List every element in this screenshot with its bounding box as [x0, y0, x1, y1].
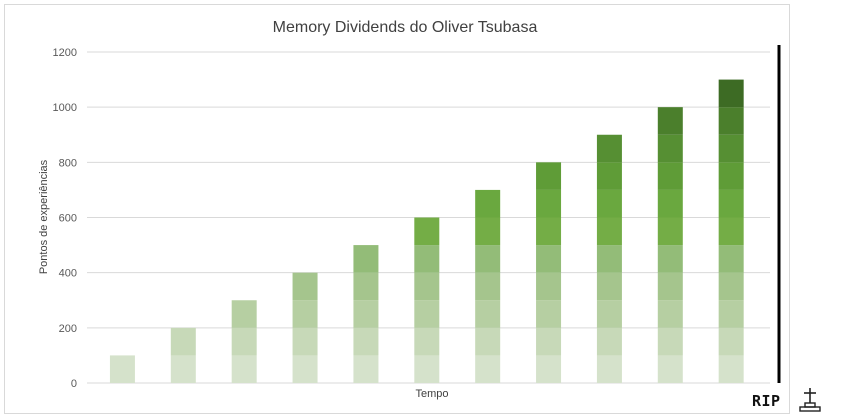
bar-segment — [657, 107, 683, 135]
bar-segment — [292, 327, 318, 356]
y-tick-label: 400 — [59, 268, 77, 280]
rip-label: RIP — [752, 392, 781, 410]
bar — [292, 272, 318, 383]
y-tick-label: 200 — [59, 323, 77, 335]
bar-segment — [596, 217, 622, 246]
bar-segment — [475, 327, 501, 356]
bar-segment — [353, 355, 379, 383]
bar-segment — [170, 327, 196, 356]
bar-segment — [718, 162, 744, 190]
bar-segment — [536, 300, 562, 328]
bar-segment — [414, 300, 440, 328]
bar-segment — [596, 355, 622, 383]
bar-segment — [657, 162, 683, 190]
bar — [170, 327, 196, 383]
bar-segment — [231, 327, 257, 356]
bar — [414, 217, 440, 383]
bar-segment — [657, 272, 683, 301]
bar-segment — [109, 355, 135, 383]
bar-segment — [353, 327, 379, 356]
bar — [109, 355, 135, 383]
bar-segment — [353, 245, 379, 273]
bar-segment — [596, 300, 622, 328]
bar-segment — [231, 300, 257, 328]
bar — [536, 162, 562, 383]
bar-segment — [718, 217, 744, 246]
bar-segment — [657, 189, 683, 218]
bar-segment — [596, 245, 622, 273]
y-axis-ticks: 0 200 400 600 800 1000 1200 — [53, 47, 77, 390]
bar-segment — [231, 355, 257, 383]
bar-segment — [596, 272, 622, 301]
bar-segment — [475, 217, 501, 246]
bar-segment — [414, 217, 440, 246]
bar-segment — [475, 189, 501, 218]
bar-segment — [718, 189, 744, 218]
bar-segment — [475, 355, 501, 383]
bar-segment — [353, 300, 379, 328]
bar-segment — [536, 327, 562, 356]
bar-segment — [657, 134, 683, 163]
bar-segment — [414, 245, 440, 273]
bar-segment — [414, 327, 440, 356]
bar-segment — [718, 300, 744, 328]
bar-segment — [414, 355, 440, 383]
bar-segment — [718, 355, 744, 383]
y-tick-label: 0 — [71, 378, 77, 390]
bar — [475, 189, 501, 383]
bar-segment — [657, 355, 683, 383]
bar-segment — [536, 245, 562, 273]
bar-segment — [657, 245, 683, 273]
bar-segment — [536, 162, 562, 190]
y-axis-label: Pontos de experiências — [38, 159, 50, 274]
chart-title: Memory Dividends do Oliver Tsubasa — [273, 19, 538, 36]
bar — [231, 300, 257, 383]
bar-segment — [292, 355, 318, 383]
bar-segment — [718, 272, 744, 301]
bar-segment — [170, 355, 196, 383]
bar-segment — [596, 189, 622, 218]
bar-segment — [475, 272, 501, 301]
bar-segment — [536, 217, 562, 246]
grave-icon — [799, 388, 821, 412]
bar-segment — [536, 189, 562, 218]
y-tick-label: 600 — [59, 213, 77, 225]
bar-segment — [475, 245, 501, 273]
bar-segment — [718, 245, 744, 273]
y-tick-label: 1000 — [53, 102, 77, 114]
bar — [596, 134, 622, 383]
bar — [657, 107, 683, 383]
bar-segment — [596, 327, 622, 356]
y-tick-label: 800 — [59, 157, 77, 169]
x-axis-label: Tempo — [415, 388, 448, 400]
bar-segment — [292, 272, 318, 301]
gridlines — [87, 51, 770, 384]
bar-segment — [657, 327, 683, 356]
bar-segment — [292, 300, 318, 328]
bar-segment — [657, 300, 683, 328]
bar-segment — [475, 300, 501, 328]
bar-segment — [536, 272, 562, 301]
bar-segment — [596, 162, 622, 190]
bar-segment — [718, 134, 744, 163]
bar-segment — [353, 272, 379, 301]
bar-segment — [657, 217, 683, 246]
y-tick-label: 1200 — [53, 47, 77, 59]
bars — [109, 79, 744, 383]
bar-segment — [718, 79, 744, 108]
bar-segment — [414, 272, 440, 301]
bar-segment — [718, 107, 744, 135]
bar-segment — [718, 327, 744, 356]
bar — [718, 79, 744, 383]
bar — [353, 245, 379, 383]
bar-segment — [536, 355, 562, 383]
bar-segment — [596, 134, 622, 163]
